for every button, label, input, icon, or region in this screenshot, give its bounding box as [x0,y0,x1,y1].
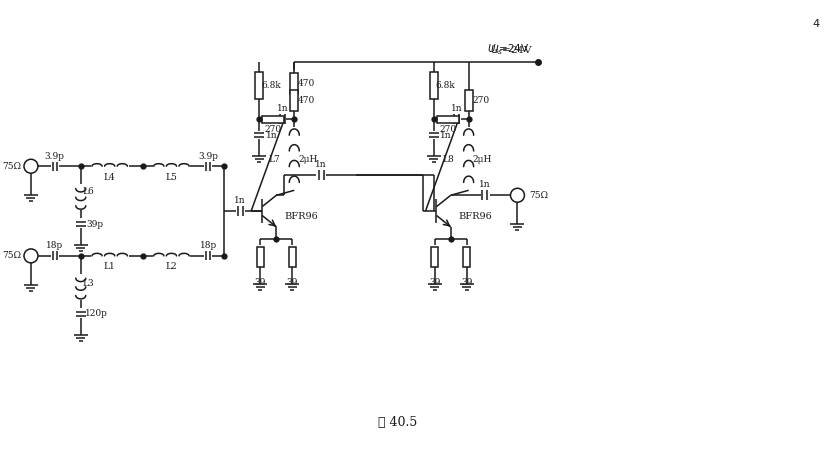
Text: $U_\mathrm{s}$=24V: $U_\mathrm{s}$=24V [488,42,530,55]
Text: 39: 39 [255,278,266,287]
Text: 270: 270 [265,125,282,134]
Bar [257,247,264,267]
Bar [255,72,264,100]
Text: 6.8k: 6.8k [436,81,456,90]
Text: 39: 39 [461,278,473,287]
Text: $U_s$=24V: $U_s$=24V [490,43,533,56]
Text: 1n: 1n [276,104,288,113]
Bar [431,247,438,267]
Text: 1n: 1n [315,160,327,169]
Text: 120p: 120p [85,309,108,318]
Text: 4: 4 [813,19,820,29]
Text: L3: L3 [83,279,95,288]
Bar [289,247,296,267]
Text: 6.8k: 6.8k [261,81,281,90]
Text: 1n: 1n [440,131,452,140]
Text: 图 40.5: 图 40.5 [378,416,417,429]
Bar [464,89,473,111]
Text: 39p: 39p [87,220,103,229]
Text: 270: 270 [472,96,489,105]
Text: BFR96: BFR96 [284,212,318,221]
Text: 18p: 18p [47,241,63,250]
Text: 3.9p: 3.9p [198,152,218,161]
Text: BFR96: BFR96 [458,212,493,221]
Text: 270: 270 [439,125,456,134]
Text: 1n: 1n [265,131,277,140]
Text: 470: 470 [298,96,314,105]
Text: L5: L5 [166,173,177,182]
Text: 39: 39 [286,278,298,287]
Text: L4: L4 [104,173,116,182]
Text: L6: L6 [83,187,95,196]
Bar [463,247,470,267]
Text: 18p: 18p [200,241,217,250]
Bar [430,72,438,100]
Text: 1n: 1n [478,180,490,189]
Text: 1n: 1n [235,196,246,205]
Text: L1: L1 [104,262,116,272]
Text: L2: L2 [166,262,177,272]
Bar [262,116,285,123]
Bar [290,89,298,111]
Text: L8: L8 [443,155,455,164]
Text: 1n: 1n [451,104,463,113]
Text: 75Ω: 75Ω [529,191,548,200]
Text: 2μH: 2μH [299,155,318,164]
Text: L7: L7 [269,155,280,164]
Text: 75Ω: 75Ω [2,251,21,260]
Text: 470: 470 [298,79,314,88]
Text: 3.9p: 3.9p [45,152,65,161]
Bar [290,73,298,94]
Bar [437,116,458,123]
Text: 2μH: 2μH [473,155,493,164]
Text: 75Ω: 75Ω [2,162,21,171]
Text: 39: 39 [429,278,440,287]
